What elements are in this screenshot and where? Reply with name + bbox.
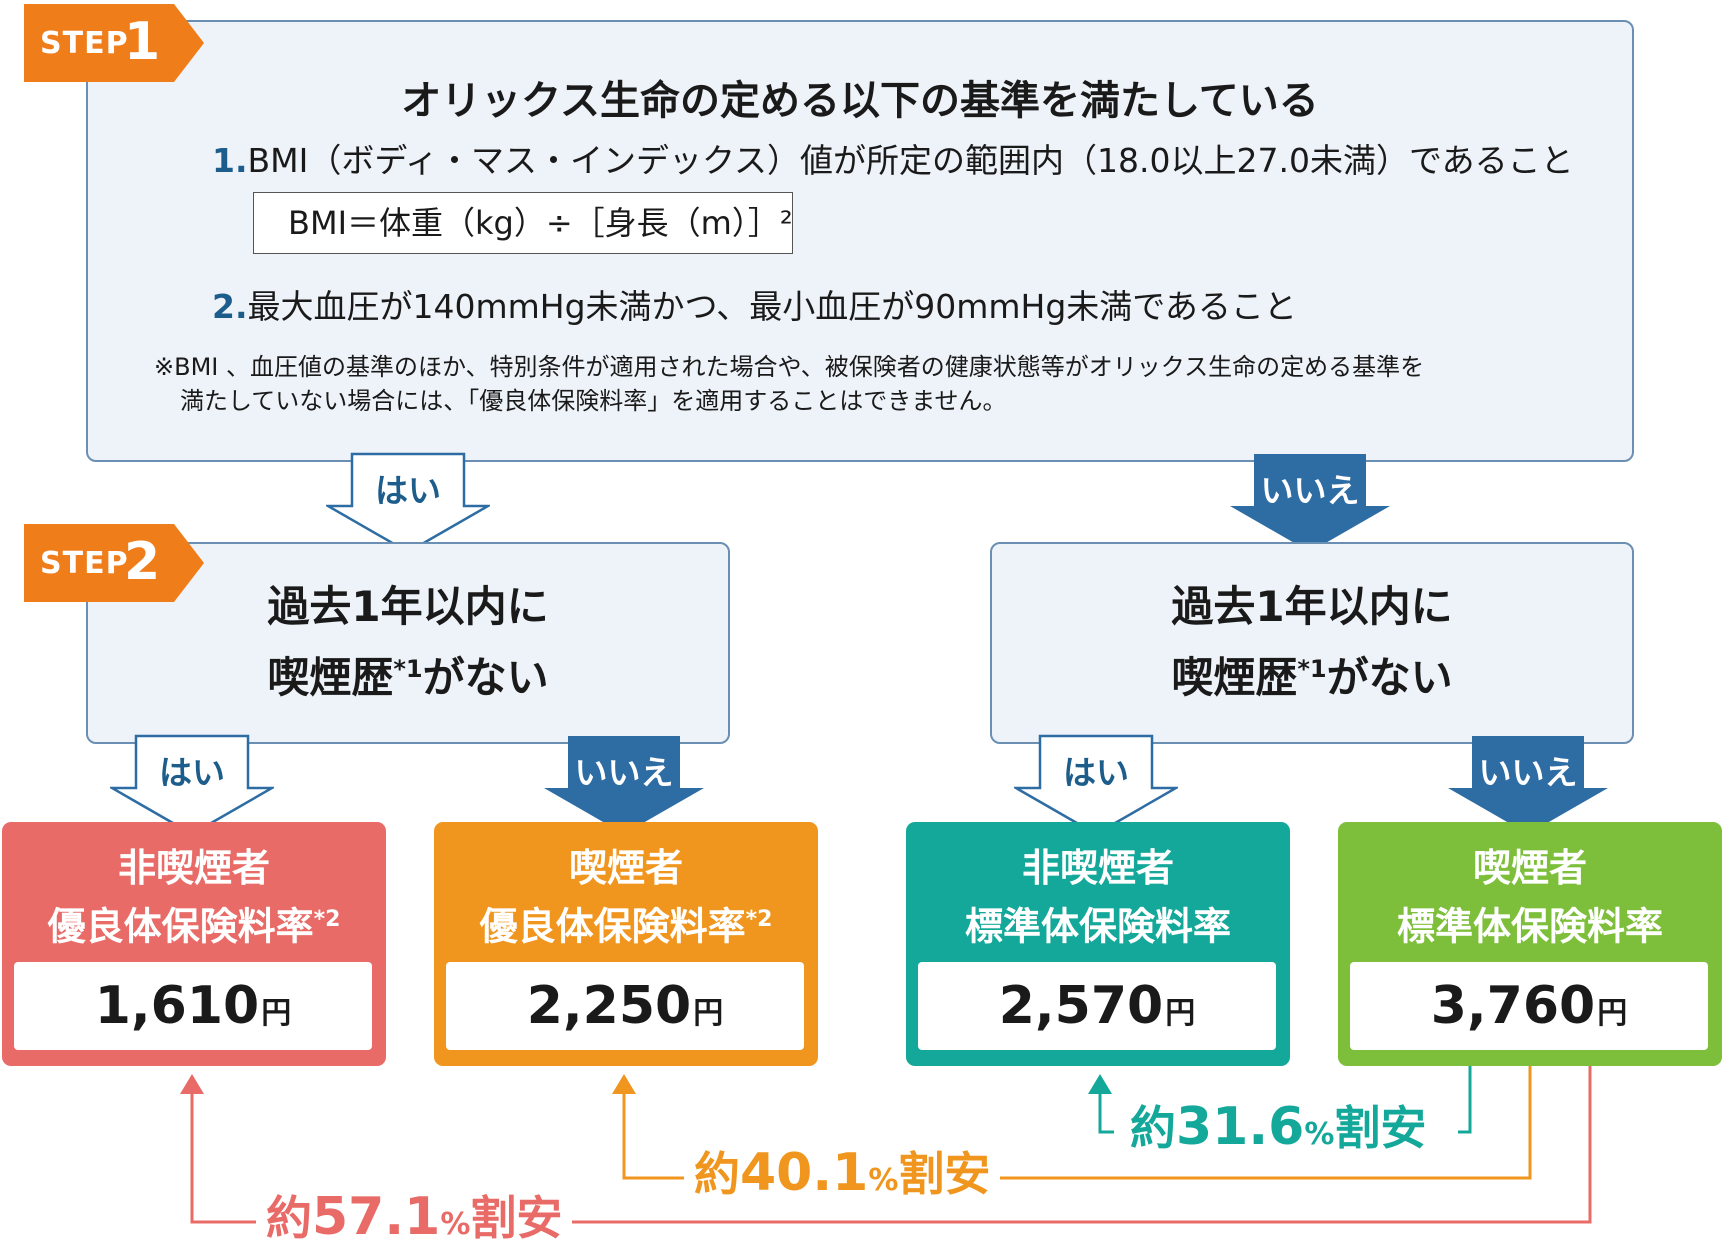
down-arrow-filled-icon (1448, 736, 1608, 834)
price-value: 2,250 (526, 976, 692, 1036)
question-line-1: 過去1年以内に (1171, 582, 1453, 631)
bmi-formula: BMI＝体重（kg）÷［身長（m）］² (253, 192, 793, 254)
criterion-2-text: 最大血圧が140mmHg未満かつ、最小血圧が90mmHg未満であること (247, 287, 1297, 326)
down-arrow-filled-icon (544, 736, 704, 834)
down-arrow-filled-icon (1230, 454, 1390, 552)
price-value: 3,760 (1430, 976, 1596, 1036)
rate-name: 喫煙者 優良体保険料率*2 (479, 846, 773, 949)
arrow-right-no: いいえ (1446, 734, 1610, 836)
step1-tag-word: STEP (40, 26, 129, 61)
discount-31-6: 約31.6%割安 (1120, 1092, 1437, 1158)
question-panel-right: 過去1年以内に 喫煙歴*1がない (990, 542, 1634, 744)
note-line-2: 満たしていない場合には、「優良体保険料率」を適用することはできません。 (180, 387, 1007, 415)
price-box: 1,610円 (14, 962, 372, 1050)
note-line-1: ※BMI 、血圧値の基準のほか、特別条件が適用された場合や、被保険者の健康状態等… (154, 353, 1425, 381)
down-arrow-outline-icon (1011, 734, 1181, 836)
step-tag-shape-icon (24, 4, 204, 82)
step2-tag: STEP 2 (24, 524, 204, 602)
arrow-right-no-label: いいえ (1478, 753, 1578, 792)
step-tag-shape-icon (24, 524, 204, 602)
price-value: 1,610 (94, 976, 260, 1036)
price-box: 3,760円 (1350, 962, 1708, 1050)
step1-title: オリックス生命の定める以下の基準を満たしている (401, 78, 1319, 124)
step1-tag-number: 1 (124, 12, 161, 72)
price-box: 2,250円 (446, 962, 804, 1050)
arrow-left-yes: はい (107, 734, 277, 836)
price-unit: 円 (1597, 996, 1628, 1031)
question-line-1: 過去1年以内に (267, 582, 549, 631)
rate-name: 喫煙者 標準体保険料率 (1396, 846, 1663, 949)
price-unit: 円 (261, 996, 292, 1031)
step1-panel: オリックス生命の定める以下の基準を満たしている 1.BMI（ボディ・マス・インデ… (86, 20, 1634, 462)
step1-tag: STEP 1 (24, 4, 204, 82)
down-arrow-outline-icon (323, 452, 493, 554)
rate-name: 非喫煙者 標準体保険料率 (964, 846, 1231, 949)
arrow-right-yes: はい (1011, 734, 1181, 836)
criterion-1-number: 1. (212, 141, 248, 180)
rate-box-nonsmoker-preferred: 非喫煙者 優良体保険料率*2 1,610円 (2, 822, 386, 1066)
step2-tag-number: 2 (124, 532, 161, 592)
arrow-right-yes-label: はい (1063, 753, 1129, 792)
step2-tag-word: STEP (40, 546, 129, 581)
rate-box-smoker-preferred: 喫煙者 優良体保険料率*2 2,250円 (434, 822, 818, 1066)
arrow-step1-yes: はい (323, 452, 493, 554)
rate-name: 非喫煙者 優良体保険料率*2 (47, 846, 341, 949)
rate-box-smoker-standard: 喫煙者 標準体保険料率 3,760円 (1338, 822, 1722, 1066)
question-line-2: 喫煙歴*1がない (1171, 653, 1453, 702)
price-unit: 円 (1165, 996, 1196, 1031)
price-box: 2,570円 (918, 962, 1276, 1050)
rate-box-nonsmoker-standard: 非喫煙者 標準体保険料率 2,570円 (906, 822, 1290, 1066)
criterion-2: 2.最大血圧が140mmHg未満かつ、最小血圧が90mmHg未満であること (212, 280, 1297, 328)
price-value: 2,570 (998, 976, 1164, 1036)
arrow-left-no-label: いいえ (574, 753, 674, 792)
criterion-1: 1.BMI（ボディ・マス・インデックス）値が所定の範囲内（18.0以上27.0未… (212, 134, 1574, 182)
down-arrow-outline-icon (107, 734, 277, 836)
price-unit: 円 (693, 996, 724, 1031)
arrow-left-yes-label: はい (159, 753, 225, 792)
discount-57-1: 約57.1%割安 (256, 1182, 573, 1248)
arrow-step1-no-label: いいえ (1260, 471, 1360, 510)
criterion-2-number: 2. (212, 287, 248, 326)
arrow-left-no: いいえ (542, 734, 706, 836)
step1-note: ※BMI 、血圧値の基準のほか、特別条件が適用された場合や、被保険者の健康状態等… (154, 350, 1424, 418)
arrow-step1-yes-label: はい (375, 471, 441, 510)
arrow-step1-no: いいえ (1228, 452, 1392, 554)
question-panel-left: 過去1年以内に 喫煙歴*1がない (86, 542, 730, 744)
question-line-2: 喫煙歴*1がない (267, 653, 549, 702)
discount-40-1: 約40.1%割安 (684, 1138, 1001, 1204)
criterion-1-text: BMI（ボディ・マス・インデックス）値が所定の範囲内（18.0以上27.0未満）… (247, 141, 1574, 180)
